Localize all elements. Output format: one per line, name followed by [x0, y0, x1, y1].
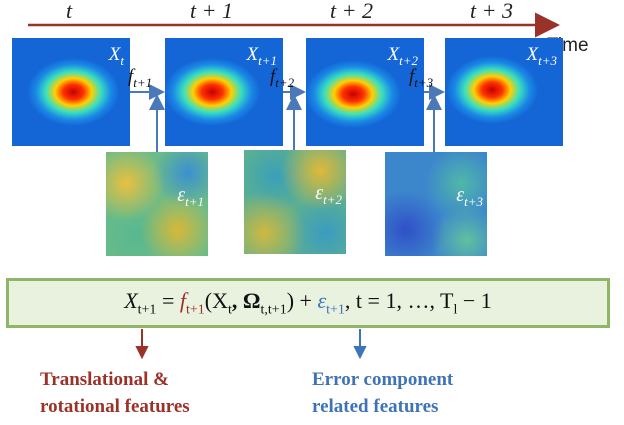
error-frame-t3: εt+3	[385, 152, 487, 256]
blue-down-arrow	[353, 329, 367, 360]
frame-label: Xt	[108, 44, 124, 68]
frame-heatmap-t1: Xt+1	[165, 38, 283, 146]
error-frame-t1: εt+1	[106, 152, 208, 256]
equation: Xt+1 = ft+1(Xt, Ωt,t+1) + εt+1, t = 1, ……	[124, 288, 492, 318]
transition-label-3: ft+3	[409, 66, 434, 90]
error-frame-t2: εt+2	[244, 150, 346, 254]
frame-label: Xt+3	[526, 44, 558, 68]
equation-box: Xt+1 = ft+1(Xt, Ωt,t+1) + εt+1, t = 1, ……	[6, 278, 610, 328]
transition-label-1: ft+1	[128, 66, 153, 90]
frame-heatmap-t2: Xt+2	[306, 38, 424, 146]
error-label: εt+3	[456, 184, 483, 209]
caption-translational: Translational & rotational features	[40, 369, 190, 417]
frame-heatmap-t: Xt	[12, 38, 130, 146]
flow-arrows	[130, 84, 445, 152]
time-label-t2: t + 2	[330, 0, 373, 23]
timeline	[28, 12, 560, 38]
error-label: εt+2	[315, 182, 342, 207]
frame-heatmap-t3: Xt+3	[445, 38, 563, 146]
error-label: εt+1	[177, 184, 204, 209]
time-label-t1: t + 1	[190, 0, 233, 23]
caption-error: Error component related features	[312, 369, 454, 417]
red-down-arrow	[135, 329, 149, 360]
time-label-t3: t + 3	[470, 0, 513, 23]
frame-label: Xt+1	[246, 44, 278, 68]
transition-label-2: ft+2	[270, 66, 295, 90]
time-label-t: t	[66, 0, 73, 23]
caption-arrows	[135, 329, 367, 360]
frame-label: Xt+2	[387, 44, 419, 68]
